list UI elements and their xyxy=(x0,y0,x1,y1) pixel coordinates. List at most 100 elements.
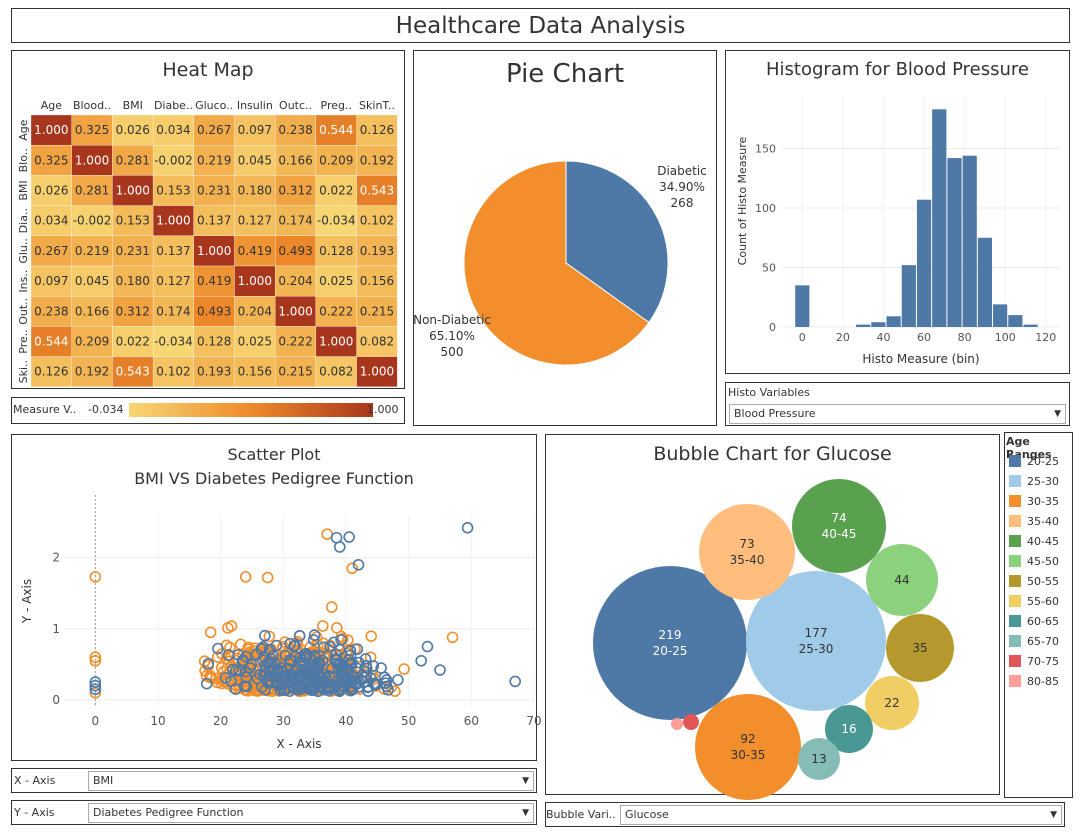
scatter-point xyxy=(333,541,346,553)
heatmap-row-label: Ski.. xyxy=(17,360,30,383)
heatmap-cell-value: 0.544 xyxy=(34,335,68,349)
heatmap-col-label: Diabe.. xyxy=(154,99,193,112)
heatmap-cell-value: 0.493 xyxy=(197,304,231,318)
age-legend-item[interactable]: 25-30 xyxy=(1009,474,1059,490)
histogram-bar xyxy=(962,155,977,327)
bubble-value: 177 xyxy=(805,626,828,640)
scatter-point xyxy=(224,641,236,654)
scatter-point xyxy=(415,654,428,667)
x-axis-select[interactable]: BMI ▼ xyxy=(88,771,534,791)
histogram-bar xyxy=(993,304,1008,327)
age-legend-item[interactable]: 35-40 xyxy=(1009,514,1059,530)
histo-variables-select[interactable]: Blood Pressure ▼ xyxy=(729,404,1066,424)
age-legend-label: 40-45 xyxy=(1027,535,1059,548)
bubble-value: 74 xyxy=(831,511,846,525)
scatter-point xyxy=(375,662,387,674)
age-legend-swatch xyxy=(1009,475,1021,487)
scatter-point xyxy=(314,650,326,662)
heatmap-cell-value: 0.126 xyxy=(360,123,394,137)
heatmap-cell-value: 0.180 xyxy=(238,184,272,198)
heatmap-cell-value: 0.219 xyxy=(197,153,231,167)
heatmap-cell xyxy=(356,145,398,176)
heatmap-cell xyxy=(193,296,235,327)
histogram-bar xyxy=(886,316,901,327)
age-legend-item[interactable]: 70-75 xyxy=(1009,654,1059,670)
heatmap-cell-value: 0.267 xyxy=(34,244,68,258)
scatter-point xyxy=(320,671,332,684)
scatter-x-tick: 30 xyxy=(276,714,291,728)
heatmap-cell xyxy=(152,356,194,387)
heatmap-cell-value: 0.192 xyxy=(360,153,394,167)
heatmap-cell-value: 0.419 xyxy=(197,274,231,288)
heatmap-cell-value: 0.419 xyxy=(238,244,272,258)
scatter-point xyxy=(317,620,329,632)
heatmap-cell xyxy=(234,114,276,146)
heatmap-cell-value: 0.128 xyxy=(197,335,231,349)
age-legend-item[interactable]: 55-60 xyxy=(1009,594,1059,610)
chevron-down-icon[interactable]: ▼ xyxy=(522,776,529,786)
heatmap-cell xyxy=(234,326,276,357)
scatter-point xyxy=(297,673,310,686)
scatter-point xyxy=(331,658,343,670)
scatter-point xyxy=(342,634,354,646)
age-legend-item[interactable]: 40-45 xyxy=(1009,534,1059,550)
age-legend-item[interactable]: 20-25 xyxy=(1009,454,1059,470)
heatmap-cell-value: 0.156 xyxy=(360,274,394,288)
x-axis-control-label: X - Axis xyxy=(14,774,56,787)
histogram-bar xyxy=(916,199,932,327)
age-legend-label: 25-30 xyxy=(1027,475,1059,488)
heatmap-cell xyxy=(152,326,194,357)
histo-variables-value: Blood Pressure xyxy=(734,407,816,420)
histogram-bar xyxy=(1023,324,1038,327)
scatter-point xyxy=(269,657,282,670)
bubble xyxy=(886,614,954,682)
heatmap-cell-value: 0.215 xyxy=(278,365,312,379)
heatmap-cell xyxy=(275,265,317,297)
heatmap-cell-value: 1.000 xyxy=(34,123,68,137)
heatmap-cell-value: 0.128 xyxy=(319,244,353,258)
heatmap-cell-value: 1.000 xyxy=(156,214,190,228)
scatter-point xyxy=(212,642,224,655)
scatter-x-tick: 0 xyxy=(92,714,100,728)
heatmap-cell xyxy=(71,235,113,267)
scatter-point xyxy=(240,650,252,663)
heatmap-cell-value: 0.026 xyxy=(34,184,68,198)
heatmap-title: Heat Map xyxy=(162,59,254,81)
y-axis-select[interactable]: Diabetes Pedigree Function ▼ xyxy=(88,803,534,823)
heatmap-cell xyxy=(356,356,398,387)
heatmap-cell-value: 0.097 xyxy=(238,123,272,137)
heatmap-cell-value: 1.000 xyxy=(75,153,109,167)
bubble-label: 20-25 xyxy=(653,644,688,658)
bubble xyxy=(671,718,683,730)
age-legend-item[interactable]: 80-85 xyxy=(1009,674,1059,690)
x-axis-control: X - Axis BMI ▼ xyxy=(11,768,537,793)
scatter-point xyxy=(227,681,240,694)
bubble-variable-select[interactable]: Glucose ▼ xyxy=(620,805,1062,825)
scatter-point xyxy=(398,663,410,675)
heatmap-cell xyxy=(234,235,276,267)
scatter-point xyxy=(246,647,259,660)
heatmap-cell-value: 0.156 xyxy=(238,365,272,379)
histo-variables-control: Histo Variables Blood Pressure ▼ xyxy=(725,382,1070,426)
heatmap-cell-value: 0.209 xyxy=(319,153,353,167)
chevron-down-icon[interactable]: ▼ xyxy=(1054,409,1061,419)
age-legend-item[interactable]: 45-50 xyxy=(1009,554,1059,570)
heatmap-cell xyxy=(71,265,113,297)
heatmap-row-label: Dia.. xyxy=(17,208,30,233)
scatter-point xyxy=(346,683,358,695)
heatmap-cell xyxy=(30,175,72,206)
heatmap-cell-value: 0.238 xyxy=(278,123,312,137)
age-legend-item[interactable]: 30-35 xyxy=(1009,494,1059,510)
heatmap-cell xyxy=(234,296,276,327)
heatmap-chart: Age Blood.. BMI Diabe.. Gluco.. Insulin Outc..… xyxy=(17,99,398,387)
chevron-down-icon[interactable]: ▼ xyxy=(1050,810,1057,820)
histogram-y-tick: 100 xyxy=(755,202,776,215)
age-legend-item[interactable]: 50-55 xyxy=(1009,574,1059,590)
age-legend-item[interactable]: 65-70 xyxy=(1009,634,1059,650)
age-legend-swatch xyxy=(1009,655,1021,667)
age-legend-item[interactable]: 60-65 xyxy=(1009,614,1059,630)
scatter-point xyxy=(89,676,102,688)
scatter-point xyxy=(301,666,313,679)
heatmap-cell xyxy=(152,205,194,236)
chevron-down-icon[interactable]: ▼ xyxy=(522,808,529,818)
